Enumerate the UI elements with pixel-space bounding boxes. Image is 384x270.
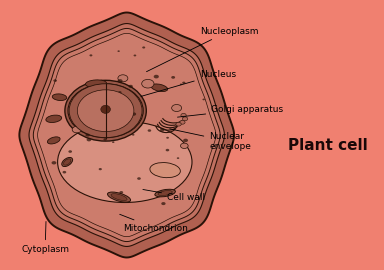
- Circle shape: [118, 91, 122, 94]
- Circle shape: [89, 54, 93, 56]
- Circle shape: [53, 79, 57, 82]
- Ellipse shape: [77, 90, 134, 131]
- Circle shape: [93, 116, 96, 118]
- Text: Cytoplasm: Cytoplasm: [21, 221, 69, 254]
- Ellipse shape: [58, 122, 192, 202]
- Polygon shape: [19, 12, 234, 258]
- Ellipse shape: [108, 192, 131, 202]
- Circle shape: [118, 75, 128, 82]
- Circle shape: [166, 149, 169, 151]
- Ellipse shape: [111, 194, 127, 201]
- Ellipse shape: [151, 84, 168, 92]
- Circle shape: [160, 129, 164, 132]
- Circle shape: [177, 157, 179, 159]
- Ellipse shape: [47, 137, 60, 144]
- Text: Nuclear
envelope: Nuclear envelope: [170, 129, 251, 151]
- Text: Mitochondrion: Mitochondrion: [120, 214, 188, 233]
- Ellipse shape: [101, 105, 111, 113]
- Circle shape: [154, 75, 159, 78]
- Circle shape: [72, 126, 81, 133]
- Circle shape: [112, 141, 114, 143]
- Ellipse shape: [158, 191, 172, 195]
- Text: Golgi apparatus: Golgi apparatus: [177, 105, 283, 117]
- Circle shape: [183, 139, 188, 142]
- Ellipse shape: [63, 159, 71, 165]
- Ellipse shape: [150, 163, 180, 178]
- Ellipse shape: [65, 80, 146, 141]
- Ellipse shape: [69, 84, 142, 138]
- Circle shape: [171, 76, 175, 79]
- Ellipse shape: [62, 157, 73, 167]
- Circle shape: [100, 103, 104, 106]
- Circle shape: [182, 117, 188, 121]
- Polygon shape: [33, 28, 220, 242]
- Circle shape: [161, 202, 166, 205]
- Circle shape: [182, 82, 185, 84]
- Circle shape: [131, 112, 136, 116]
- Ellipse shape: [68, 84, 143, 138]
- Ellipse shape: [52, 94, 67, 100]
- Circle shape: [119, 191, 123, 194]
- Circle shape: [118, 50, 120, 52]
- Circle shape: [147, 129, 151, 132]
- Circle shape: [112, 114, 117, 117]
- Circle shape: [132, 134, 134, 136]
- Polygon shape: [38, 33, 216, 237]
- Circle shape: [142, 79, 154, 88]
- Circle shape: [172, 104, 182, 112]
- Circle shape: [142, 46, 145, 49]
- Circle shape: [180, 143, 188, 148]
- Text: Plant cell: Plant cell: [288, 138, 368, 153]
- Ellipse shape: [155, 189, 175, 197]
- Circle shape: [181, 113, 186, 117]
- Circle shape: [202, 99, 205, 100]
- Ellipse shape: [46, 115, 62, 123]
- Circle shape: [118, 79, 122, 83]
- Circle shape: [180, 120, 185, 124]
- Circle shape: [87, 138, 91, 141]
- Circle shape: [134, 55, 136, 56]
- Circle shape: [137, 177, 141, 180]
- Circle shape: [51, 161, 56, 164]
- Circle shape: [85, 133, 90, 137]
- Circle shape: [129, 85, 133, 88]
- Ellipse shape: [86, 80, 106, 87]
- Circle shape: [176, 122, 181, 126]
- Circle shape: [180, 83, 182, 85]
- Circle shape: [68, 150, 72, 153]
- Text: Nucleus: Nucleus: [141, 70, 236, 96]
- Text: Nucleoplasm: Nucleoplasm: [146, 26, 258, 72]
- Circle shape: [63, 171, 66, 174]
- Circle shape: [99, 168, 102, 170]
- Text: Cell wall: Cell wall: [143, 190, 205, 202]
- Circle shape: [103, 138, 107, 141]
- Polygon shape: [29, 23, 224, 247]
- Circle shape: [166, 137, 169, 139]
